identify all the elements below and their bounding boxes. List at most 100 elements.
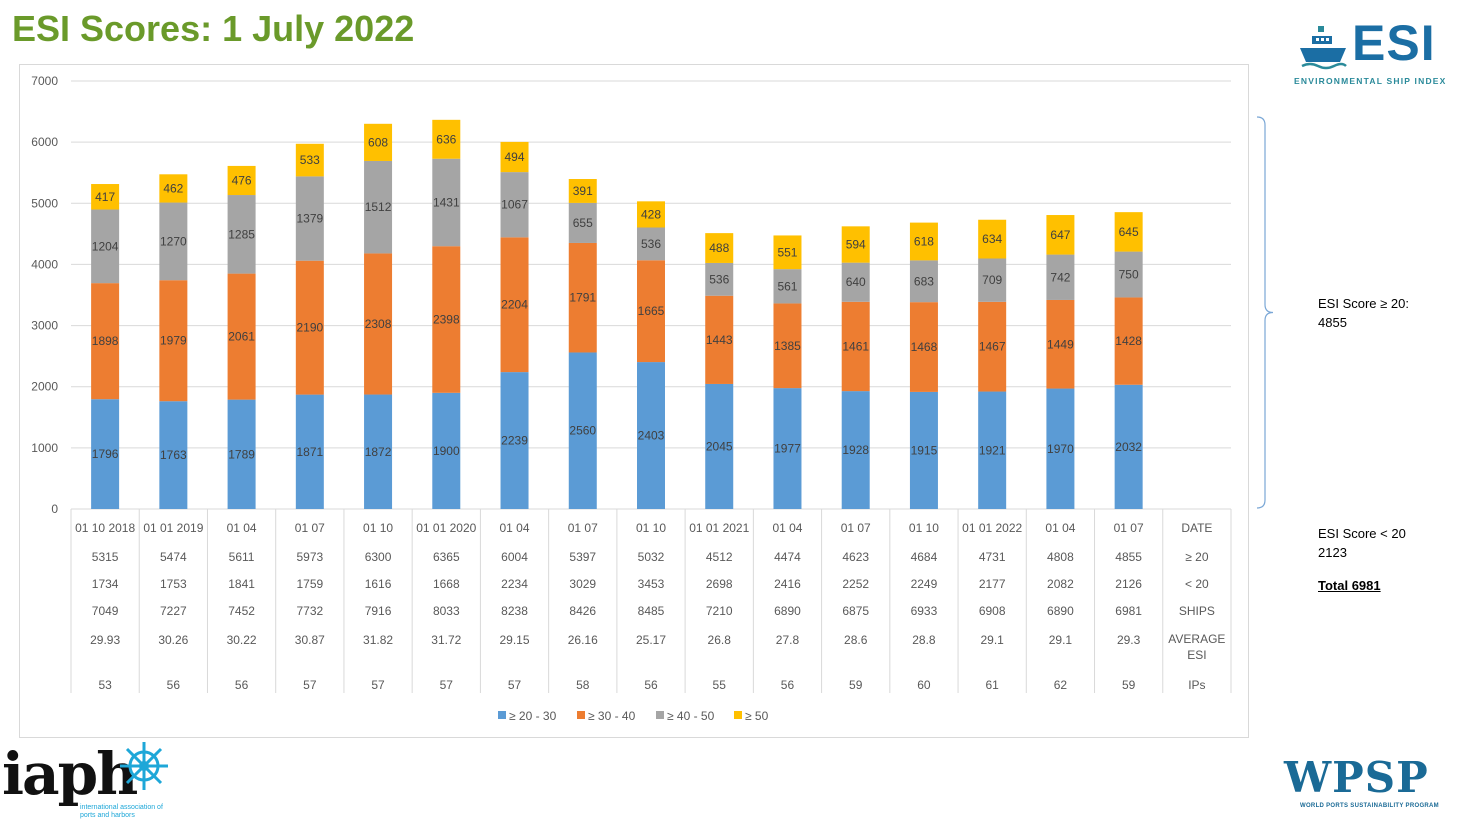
- bar-segment: [841, 262, 870, 302]
- bar-data-label: 1449: [1047, 337, 1074, 351]
- bar-segment: [773, 269, 802, 304]
- bar-segment: [637, 260, 665, 363]
- table-cell: 59: [1122, 678, 1136, 692]
- bar-data-label: 742: [1050, 270, 1070, 284]
- table-cell: 26.16: [568, 633, 598, 647]
- bar-data-label: 594: [846, 237, 866, 251]
- bar-data-label: 1970: [1047, 442, 1074, 456]
- y-tick-label: 4000: [31, 257, 58, 271]
- table-cell: 29.1: [980, 633, 1004, 647]
- bar-data-label: 1789: [228, 447, 255, 461]
- table-cell: 56: [235, 678, 249, 692]
- x-tick-label: 01 07: [295, 521, 325, 535]
- bar-segment: [909, 260, 938, 303]
- table-cell: 57: [508, 678, 522, 692]
- bar-data-label: 1979: [160, 334, 187, 348]
- bar-data-label: 2308: [365, 317, 392, 331]
- x-tick-label: 01 10: [909, 521, 939, 535]
- bar-segment: [364, 394, 393, 509]
- table-cell: 60: [917, 678, 931, 692]
- bar-data-label: 551: [777, 245, 797, 259]
- table-cell: 7227: [160, 604, 187, 618]
- bar-segment: [364, 253, 393, 395]
- table-cell: 57: [371, 678, 385, 692]
- bar-data-label: 533: [300, 153, 320, 167]
- bar-data-label: 1285: [228, 227, 255, 241]
- esi-logo-text: ESI: [1352, 15, 1436, 71]
- bar-segment: [227, 195, 256, 274]
- table-cell: 2126: [1115, 577, 1142, 591]
- iaph-logo-text: iaph: [2, 740, 138, 808]
- bar-segment: [841, 301, 870, 392]
- table-cell: 6890: [1047, 604, 1074, 618]
- bar-data-label: 561: [777, 279, 797, 293]
- bar-data-label: 1431: [433, 195, 460, 209]
- table-cell: 4474: [774, 550, 801, 564]
- table-row-label: IPs: [1188, 678, 1205, 692]
- table-cell: 8033: [433, 604, 460, 618]
- y-tick-label: 0: [51, 502, 58, 516]
- bar-data-label: 1928: [842, 443, 869, 457]
- bar-data-label: 536: [709, 272, 729, 286]
- table-cell: 58: [576, 678, 590, 692]
- bar-segment: [159, 202, 188, 281]
- bar-segment: [432, 158, 461, 247]
- table-cell: 3453: [638, 577, 665, 591]
- table-cell: 7916: [365, 604, 392, 618]
- table-cell: 59: [849, 678, 863, 692]
- bar-segment: [773, 235, 802, 270]
- bar-segment: [500, 237, 529, 373]
- bar-segment: [91, 184, 120, 210]
- table-cell: 56: [167, 678, 181, 692]
- table-cell: 1734: [92, 577, 119, 591]
- bar-data-label: 462: [163, 181, 183, 195]
- table-cell: 8426: [569, 604, 596, 618]
- bar-segment: [637, 227, 665, 261]
- legend-swatch: [577, 711, 585, 719]
- bar-segment: [705, 233, 734, 263]
- bar-segment: [637, 201, 665, 228]
- table-cell: 7049: [92, 604, 119, 618]
- bar-data-label: 1763: [160, 448, 187, 462]
- esi-below-20-value: 2123: [1318, 545, 1347, 560]
- table-cell: 55: [713, 678, 727, 692]
- wpsp-logo-text: WPSP: [1284, 753, 1429, 802]
- table-row-label: AVERAGE ESI: [1168, 632, 1225, 662]
- bar-segment: [978, 258, 1007, 302]
- bar-data-label: 2560: [569, 424, 596, 438]
- legend-label: ≥ 30 - 40: [588, 709, 636, 723]
- table-cell: 31.82: [363, 633, 393, 647]
- table-cell: 1759: [296, 577, 323, 591]
- bar-data-label: 1921: [979, 443, 1006, 457]
- bar-data-label: 750: [1119, 268, 1139, 282]
- bar-data-label: 1468: [911, 340, 938, 354]
- bar-data-label: 2190: [296, 321, 323, 335]
- bar-data-label: 2403: [638, 429, 665, 443]
- table-cell: 61: [985, 678, 999, 692]
- bar-segment: [432, 119, 461, 159]
- legend-swatch: [734, 711, 742, 719]
- bar-data-label: 2239: [501, 434, 528, 448]
- bar-data-label: 608: [368, 135, 388, 149]
- x-tick-label: 01 10: [363, 521, 393, 535]
- table-cell: 4623: [842, 550, 869, 564]
- bar-data-label: 1665: [638, 304, 665, 318]
- bar-segment: [568, 202, 597, 243]
- bar-data-label: 2204: [501, 298, 528, 312]
- table-cell: 6004: [501, 550, 528, 564]
- x-tick-label: 01 10 2018: [75, 521, 135, 535]
- table-cell: 6933: [911, 604, 938, 618]
- bar-segment: [227, 399, 256, 509]
- bar-segment: [295, 394, 324, 509]
- bar-data-label: 636: [436, 132, 456, 146]
- table-cell: 29.93: [90, 633, 120, 647]
- table-row-label: SHIPS: [1179, 604, 1215, 618]
- bar-data-label: 1385: [774, 339, 801, 353]
- bar-data-label: 645: [1119, 225, 1139, 239]
- y-tick-label: 3000: [31, 319, 58, 333]
- bar-data-label: 1443: [706, 333, 733, 347]
- bar-data-label: 1461: [842, 339, 869, 353]
- x-tick-label: 01 01 2021: [689, 521, 749, 535]
- bar-segment: [500, 372, 529, 509]
- bar-segment: [295, 176, 324, 261]
